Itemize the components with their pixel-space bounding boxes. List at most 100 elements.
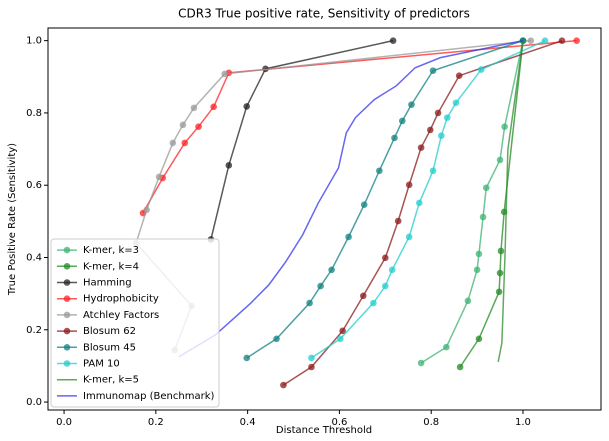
point bbox=[405, 233, 413, 241]
point bbox=[169, 139, 177, 147]
legend-marker bbox=[63, 263, 71, 270]
point bbox=[573, 37, 580, 44]
point bbox=[452, 99, 460, 107]
legend-marker bbox=[63, 327, 71, 335]
point bbox=[429, 167, 437, 175]
point bbox=[382, 282, 389, 290]
legend-marker bbox=[63, 279, 71, 286]
point bbox=[190, 104, 198, 112]
point bbox=[475, 335, 483, 343]
point bbox=[443, 343, 450, 351]
point bbox=[389, 37, 397, 44]
series-line bbox=[311, 39, 546, 359]
point bbox=[328, 266, 335, 274]
point bbox=[391, 134, 398, 142]
point bbox=[243, 103, 251, 110]
y-axis-label: True Positive Rate (Sensitivity) bbox=[7, 143, 18, 296]
legend-box bbox=[50, 238, 220, 408]
point bbox=[195, 123, 202, 130]
point bbox=[155, 173, 163, 181]
series-line bbox=[420, 40, 524, 364]
point bbox=[317, 282, 324, 290]
legend: K-mer, k=3 K-mer, k=4 Hamming Hydrophobicit… bbox=[50, 238, 220, 408]
point bbox=[496, 269, 504, 277]
point bbox=[456, 363, 464, 371]
x-tick-label: 0.6 bbox=[331, 417, 347, 428]
point bbox=[497, 247, 505, 255]
legend-label: K-mer, k=3 bbox=[83, 245, 139, 256]
series-line bbox=[497, 40, 524, 363]
point bbox=[280, 381, 287, 389]
legend-label: K-mer, k=4 bbox=[83, 261, 139, 272]
legend-marker bbox=[63, 311, 71, 319]
series-line bbox=[246, 39, 524, 359]
point bbox=[308, 354, 315, 362]
point bbox=[464, 297, 472, 305]
point bbox=[225, 162, 233, 169]
point bbox=[482, 184, 490, 192]
point bbox=[143, 206, 150, 214]
point bbox=[541, 37, 549, 44]
point bbox=[181, 139, 189, 147]
legend-label: Hamming bbox=[83, 278, 132, 289]
legend-marker bbox=[63, 360, 71, 367]
series-line bbox=[210, 39, 394, 240]
point bbox=[398, 117, 406, 125]
point bbox=[473, 266, 481, 274]
point bbox=[426, 126, 434, 134]
point bbox=[370, 299, 377, 307]
y-tick-label: 0.0 bbox=[26, 397, 42, 408]
point bbox=[359, 292, 367, 300]
point bbox=[360, 201, 368, 209]
legend-marker bbox=[63, 295, 71, 303]
point bbox=[376, 167, 383, 175]
point bbox=[477, 66, 485, 73]
axes-frame bbox=[47, 27, 602, 411]
y-tick-label: 0.8 bbox=[26, 108, 42, 119]
point bbox=[273, 335, 280, 343]
x-tick-label: 0.8 bbox=[423, 417, 439, 428]
point bbox=[405, 181, 413, 189]
point bbox=[558, 37, 566, 44]
point bbox=[455, 72, 463, 80]
x-axis-label: Distance Threshold bbox=[276, 425, 372, 436]
y-tick-label: 0.4 bbox=[26, 252, 42, 263]
plot-area bbox=[132, 37, 580, 389]
x-tick-label: 0.4 bbox=[240, 417, 256, 428]
point bbox=[415, 199, 423, 207]
legend-marker bbox=[63, 344, 71, 351]
point bbox=[339, 327, 346, 335]
point bbox=[437, 132, 445, 139]
point bbox=[221, 70, 228, 78]
legend-marker bbox=[63, 246, 71, 254]
point bbox=[479, 213, 487, 221]
point bbox=[394, 217, 402, 225]
point bbox=[306, 299, 313, 307]
point bbox=[179, 121, 187, 129]
legend-label: Blosum 62 bbox=[83, 326, 136, 337]
chart-title: CDR3 True positive rate, Sensitivity of … bbox=[178, 7, 470, 21]
legend-label: K-mer, k=5 bbox=[83, 375, 139, 386]
point bbox=[434, 109, 442, 117]
point bbox=[429, 67, 437, 74]
y-tick-label: 0.6 bbox=[26, 180, 42, 191]
x-tick-label: 0.2 bbox=[148, 417, 164, 428]
x-tick-label: 0.0 bbox=[56, 417, 72, 428]
x-tick-label: 1.0 bbox=[515, 417, 531, 428]
point bbox=[417, 359, 425, 367]
legend-label: Blosum 45 bbox=[83, 342, 136, 353]
point bbox=[527, 37, 535, 44]
point bbox=[345, 233, 352, 241]
point bbox=[417, 144, 425, 151]
y-tick-label: 0.2 bbox=[26, 325, 42, 336]
series-line bbox=[283, 39, 563, 386]
point bbox=[388, 266, 396, 274]
point bbox=[308, 363, 315, 371]
series-line bbox=[459, 40, 524, 368]
point bbox=[501, 123, 508, 130]
point bbox=[382, 254, 389, 262]
legend-label: Immunomap (Benchmark) bbox=[83, 391, 214, 402]
point bbox=[495, 288, 503, 296]
y-tick-label: 1.0 bbox=[26, 36, 42, 47]
